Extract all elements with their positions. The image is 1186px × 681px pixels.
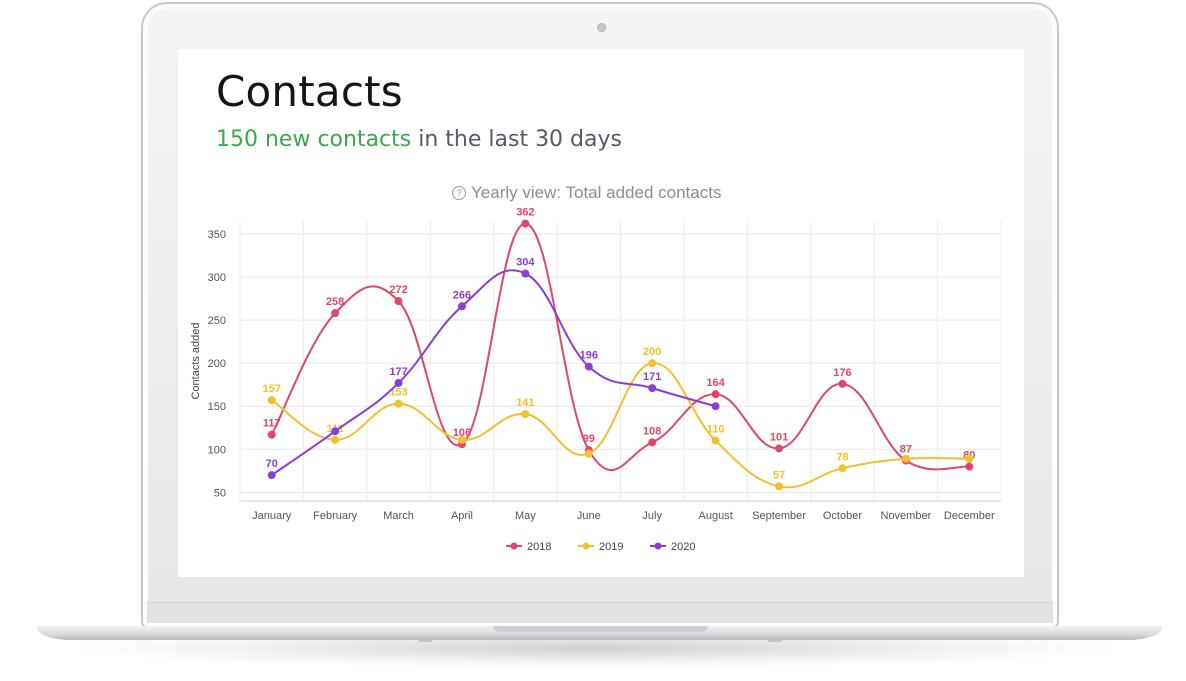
y-axis-label: Contacts added (190, 322, 202, 399)
data-point-2018 (965, 462, 974, 471)
data-point-2019 (838, 464, 847, 473)
data-label-2018: 101 (770, 431, 788, 443)
data-label-2020: 266 (453, 289, 471, 301)
data-point-2020 (584, 362, 593, 371)
x-tick-label: February (313, 510, 358, 522)
webcam (597, 23, 606, 32)
data-point-2019 (267, 396, 276, 405)
legend-item-2019: 2019 (599, 541, 623, 553)
data-label-2019: 110 (707, 424, 725, 436)
data-label-2020: 70 (266, 458, 278, 470)
x-tick-label: January (252, 510, 292, 522)
y-tick-label: 250 (208, 315, 226, 327)
x-tick-label: April (451, 510, 473, 522)
data-point-2020 (331, 427, 340, 436)
data-point-2019 (521, 409, 530, 418)
line-chart: 50 100 150 200 250 300 350 January February March… (190, 207, 1002, 553)
help-icon[interactable]: ? (452, 186, 466, 200)
page-subtitle: 150 new contacts in the last 30 days (216, 127, 622, 152)
x-tick-label: August (699, 510, 733, 522)
x-tick-label: July (642, 510, 662, 522)
data-label-2018: 258 (326, 296, 344, 308)
x-tick-label: June (577, 510, 601, 522)
data-point-2020 (457, 302, 466, 311)
laptop-foot (418, 640, 432, 642)
laptop-base (37, 626, 1162, 640)
data-label-2019: 153 (389, 387, 407, 399)
data-point-2018 (648, 438, 657, 447)
legend-marker-2020 (654, 542, 662, 550)
laptop-foot (768, 640, 782, 642)
data-point-2018 (775, 444, 784, 453)
data-point-2018 (521, 219, 530, 228)
y-tick-label: 100 (208, 444, 226, 456)
subtitle-text: in the last 30 days (411, 127, 622, 152)
screen: Contacts 150 new contacts in the last 30… (178, 49, 1024, 577)
x-tick-label: May (515, 510, 536, 522)
x-tick-label: December (944, 510, 995, 522)
data-point-2018 (267, 430, 276, 439)
data-label-2019: 200 (643, 346, 661, 358)
laptop-chin (147, 602, 1053, 623)
data-point-2019 (394, 399, 403, 408)
data-point-2019 (711, 436, 720, 445)
y-tick-label: 300 (208, 272, 226, 284)
y-tick-label: 200 (208, 358, 226, 370)
data-label-2019: 157 (263, 383, 281, 395)
data-point-2020 (521, 269, 530, 278)
legend-item-2018: 2018 (527, 541, 551, 553)
data-point-2020 (648, 384, 657, 393)
data-label-2018: 87 (900, 444, 912, 456)
x-tick-label: November (881, 510, 932, 522)
data-point-2020 (267, 471, 276, 480)
data-point-2019 (965, 454, 974, 463)
legend-marker-2019 (582, 542, 590, 550)
data-label-2020: 171 (643, 371, 661, 383)
data-point-2020 (711, 402, 720, 411)
series-line-2020 (271, 269, 716, 476)
chart-heading-text: Yearly view: Total added contacts (471, 183, 722, 202)
page-title: Contacts (216, 67, 403, 116)
data-label-2018: 176 (833, 367, 851, 379)
x-tick-label: October (823, 510, 862, 522)
data-point-2018 (394, 297, 403, 306)
data-point-2018 (838, 379, 847, 388)
data-point-2018 (331, 309, 340, 318)
data-label-2018: 99 (583, 433, 595, 445)
data-point-2019 (457, 435, 466, 444)
data-label-2020: 177 (389, 366, 407, 378)
data-label-2019: 57 (773, 469, 785, 481)
new-contacts-count: 150 new contacts (216, 127, 412, 152)
data-label-2018: 106 (453, 427, 471, 439)
data-point-2019 (775, 482, 784, 491)
data-label-2018: 164 (706, 377, 725, 389)
data-point-2019 (901, 454, 910, 463)
data-point-2019 (584, 449, 593, 458)
data-point-2018 (711, 390, 720, 399)
data-label-2018: 362 (516, 207, 534, 219)
y-tick-label: 150 (208, 401, 226, 413)
data-point-2019 (331, 435, 340, 444)
data-label-2019: 78 (836, 451, 848, 463)
data-label-2020: 196 (580, 350, 598, 362)
data-label-2018: 108 (643, 425, 661, 437)
data-label-2020: 304 (516, 257, 535, 269)
legend-marker-2018 (510, 542, 518, 550)
chart-heading: ? Yearly view: Total added contacts (452, 183, 721, 203)
data-label-2019: 141 (516, 397, 534, 409)
y-tick-label: 350 (208, 229, 226, 241)
x-tick-label: September (752, 510, 806, 522)
legend-item-2020: 2020 (671, 541, 695, 553)
data-label-2018: 272 (389, 284, 407, 296)
data-point-2019 (648, 359, 657, 368)
data-point-2020 (394, 378, 403, 387)
y-tick-label: 50 (214, 487, 226, 499)
data-label-2018: 117 (263, 418, 281, 430)
x-tick-label: March (383, 510, 414, 522)
laptop-notch (493, 626, 708, 632)
